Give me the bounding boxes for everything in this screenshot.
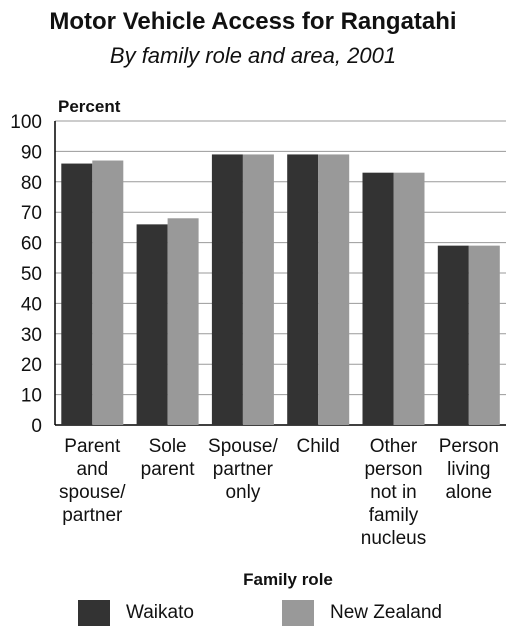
x-tick-label: living — [447, 459, 490, 480]
legend-label-new-zealand: New Zealand — [330, 602, 442, 623]
x-tick-label: parent — [141, 459, 196, 480]
y-tick-label: 0 — [31, 416, 42, 437]
x-tick-label: and — [76, 459, 108, 480]
x-axis-label: Family role — [243, 570, 333, 589]
y-tick-label: 10 — [21, 386, 42, 407]
x-tick-label: Sole — [149, 436, 187, 457]
x-tick-label: Child — [297, 436, 340, 457]
y-tick-label: 100 — [10, 112, 42, 133]
bar-waikato — [437, 245, 469, 425]
x-tick-label: Other — [370, 436, 418, 457]
bar-chart: 0 10 20 30 40 50 60 70 80 90 100 Percent Parentandsp… — [10, 97, 506, 589]
legend: Waikato New Zealand — [0, 600, 506, 628]
y-tick-label: 90 — [21, 142, 42, 163]
y-tick-label: 60 — [21, 234, 42, 255]
bar-new-zealand — [393, 172, 425, 425]
x-tick-label: nucleus — [361, 528, 427, 549]
y-tick-label: 40 — [21, 294, 42, 315]
x-tick-label: Person — [439, 436, 499, 457]
bar-new-zealand — [92, 160, 124, 425]
y-tick-label: 80 — [21, 173, 42, 194]
x-tick-label: partner — [62, 505, 123, 526]
chart-title: Motor Vehicle Access for Rangatahi — [49, 8, 457, 35]
chart-subtitle: By family role and area, 2001 — [109, 43, 397, 68]
x-tick-label: alone — [446, 482, 493, 503]
x-tick-label: family — [369, 505, 419, 526]
y-tick-label: 20 — [21, 355, 42, 376]
bar-waikato — [362, 172, 394, 425]
y-tick-label: 70 — [21, 203, 42, 224]
y-tick-label: 30 — [21, 325, 42, 346]
bar-waikato — [211, 154, 243, 425]
legend-swatch-waikato — [78, 600, 110, 626]
bar-new-zealand — [318, 154, 350, 425]
bar-new-zealand — [242, 154, 274, 425]
x-tick-label: person — [364, 459, 422, 480]
y-axis-label: Percent — [58, 97, 121, 116]
legend-label-waikato: Waikato — [126, 602, 194, 623]
x-tick-label: not in — [370, 482, 416, 503]
x-tick-label: only — [225, 482, 260, 503]
x-tick-label: partner — [213, 459, 274, 480]
bar-waikato — [136, 224, 168, 425]
legend-swatch-new-zealand — [282, 600, 314, 626]
bar-waikato — [287, 154, 319, 425]
x-tick-label: Spouse/ — [208, 436, 278, 457]
x-tick-label: spouse/ — [59, 482, 126, 503]
x-tick-label: Parent — [64, 436, 121, 457]
bar-new-zealand — [468, 245, 500, 425]
bar-new-zealand — [167, 218, 199, 425]
bar-waikato — [61, 163, 93, 425]
y-tick-label: 50 — [21, 264, 42, 285]
